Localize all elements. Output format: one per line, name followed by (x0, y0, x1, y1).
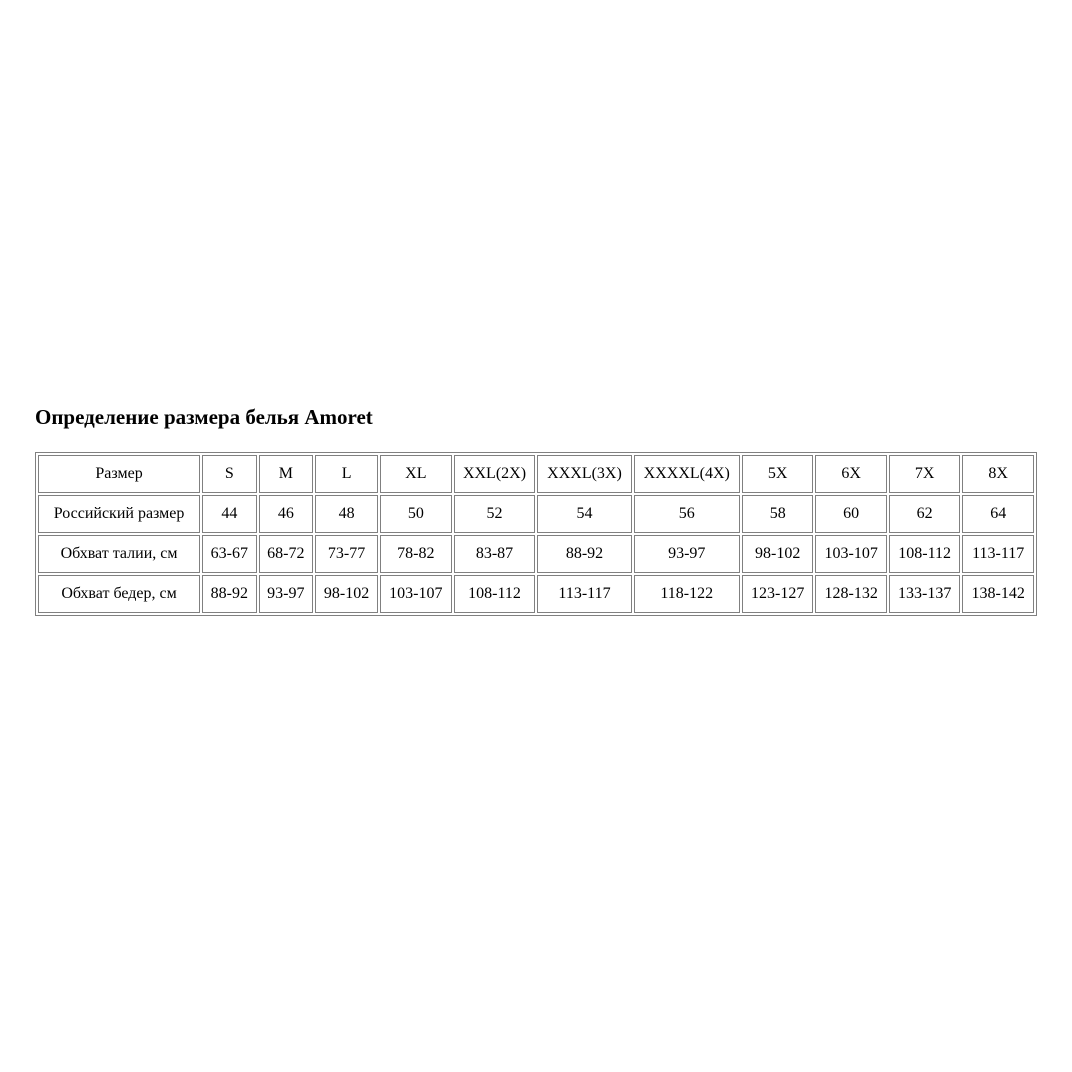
table-cell: XXXXL(4X) (633, 455, 740, 494)
table-cell: 58 (741, 495, 814, 534)
table-cell: 133-137 (888, 575, 961, 614)
table-cell: 88-92 (537, 535, 632, 574)
table-cell: 44 (202, 495, 257, 534)
table-cell: 118-122 (633, 575, 740, 614)
table-cell: 78-82 (380, 535, 452, 574)
table-cell: 88-92 (202, 575, 257, 614)
table-cell: 103-107 (815, 535, 887, 574)
table-cell: 128-132 (815, 575, 887, 614)
table-cell: 108-112 (888, 535, 961, 574)
table-cell: 113-117 (537, 575, 632, 614)
table-cell: 103-107 (380, 575, 452, 614)
table-cell: 8X (962, 455, 1034, 494)
row-label: Обхват бедер, см (38, 575, 201, 614)
table-cell: 6X (815, 455, 887, 494)
row-label: Обхват талии, см (38, 535, 201, 574)
page-title: Определение размера белья Amoret (35, 405, 373, 429)
table-row: Обхват талии, см 63-67 68-72 73-77 78-82 83-8… (38, 535, 1034, 574)
page-content: Определение размера белья Amoret Размер S… (35, 405, 1037, 617)
table-cell: 50 (380, 495, 452, 534)
row-label: Российский размер (38, 495, 201, 534)
table-cell: 68-72 (258, 535, 314, 574)
table-row: Размер S M L XL XXL(2X) XXXL(3X) XXXXL(4X) 5X 6X 7… (38, 455, 1034, 494)
table-row: Обхват бедер, см 88-92 93-97 98-102 103-107 1… (38, 575, 1034, 614)
table-cell: 98-102 (741, 535, 814, 574)
table-cell: 93-97 (258, 575, 314, 614)
table-cell: 7X (888, 455, 961, 494)
table-cell: XL (380, 455, 452, 494)
size-chart-body: Размер S M L XL XXL(2X) XXXL(3X) XXXXL(4X) 5X 6X 7… (38, 455, 1034, 614)
size-chart-table: Размер S M L XL XXL(2X) XXXL(3X) XXXXL(4X) 5X 6X 7… (35, 452, 1037, 617)
table-cell: 5X (741, 455, 814, 494)
table-cell: 63-67 (202, 535, 257, 574)
table-cell: 123-127 (741, 575, 814, 614)
table-cell: 108-112 (453, 575, 536, 614)
table-cell: 64 (962, 495, 1034, 534)
table-cell: 52 (453, 495, 536, 534)
table-cell: L (315, 455, 379, 494)
table-cell: 60 (815, 495, 887, 534)
table-cell: 138-142 (962, 575, 1034, 614)
table-row: Российский размер 44 46 48 50 52 54 56 58 60 62 64 (38, 495, 1034, 534)
table-cell: XXL(2X) (453, 455, 536, 494)
table-cell: 113-117 (962, 535, 1034, 574)
table-cell: 98-102 (315, 575, 379, 614)
table-cell: 46 (258, 495, 314, 534)
table-cell: 48 (315, 495, 379, 534)
table-cell: 73-77 (315, 535, 379, 574)
table-cell: 62 (888, 495, 961, 534)
table-cell: 54 (537, 495, 632, 534)
table-cell: M (258, 455, 314, 494)
table-cell: XXXL(3X) (537, 455, 632, 494)
table-cell: 93-97 (633, 535, 740, 574)
table-cell: S (202, 455, 257, 494)
table-cell: 56 (633, 495, 740, 534)
row-label: Размер (38, 455, 201, 494)
table-cell: 83-87 (453, 535, 536, 574)
